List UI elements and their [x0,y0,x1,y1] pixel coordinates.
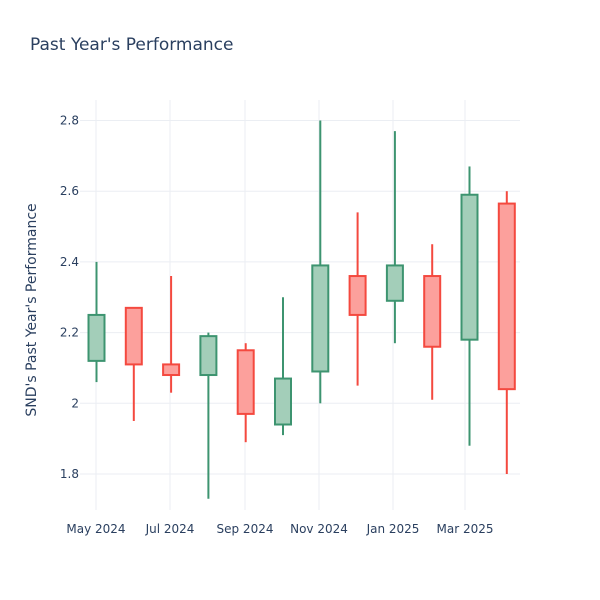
candle-body [348,275,367,316]
x-tick-label: Jul 2024 [145,522,195,536]
candle-increasing [199,332,218,499]
x-tick-label: Nov 2024 [290,522,348,536]
y-tick-label: 2 [71,396,79,410]
candle-body [199,335,218,377]
candle-body [460,193,479,341]
y-axis-label: SND's Past Year's Performance [24,203,40,416]
candle-increasing [460,166,479,446]
candle-body [311,264,330,373]
x-tick-label: Mar 2025 [437,522,494,536]
grid-lines [80,100,520,510]
y-tick-label: 2.6 [60,184,79,198]
y-tick-label: 1.8 [60,467,79,481]
candle-decreasing [236,343,255,443]
y-tick-label: 2.4 [60,255,79,269]
candle-body [162,363,181,377]
candle-decreasing [124,306,143,421]
candle-body [236,349,255,415]
candle-increasing [87,261,106,383]
candle-decreasing [162,276,181,393]
candle-body [124,306,143,366]
candle-increasing [385,131,404,344]
candle-increasing [311,120,330,404]
x-tick-label: Jan 2025 [366,522,420,536]
y-tick-label: 2.8 [60,114,79,128]
candle-body [497,202,516,391]
candle-decreasing [423,244,442,400]
candle-decreasing [348,212,367,386]
candle-body [274,377,292,426]
candles [87,120,516,499]
chart-title: Past Year's Performance [30,35,234,55]
y-tick-label: 2.2 [60,326,79,340]
candle-body [423,275,442,348]
candle-decreasing [497,191,516,474]
candle-body [385,264,404,302]
x-axis-ticks: May 2024 Jul 2024 Sep 2024 Nov 2024 Jan 2025… [66,522,493,536]
y-axis-ticks: 1.8 2 2.2 2.4 2.6 2.8 [60,114,79,482]
x-tick-label: Sep 2024 [217,522,274,536]
x-tick-label: May 2024 [66,522,125,536]
candle-body [87,313,106,362]
candle-increasing [274,297,292,436]
